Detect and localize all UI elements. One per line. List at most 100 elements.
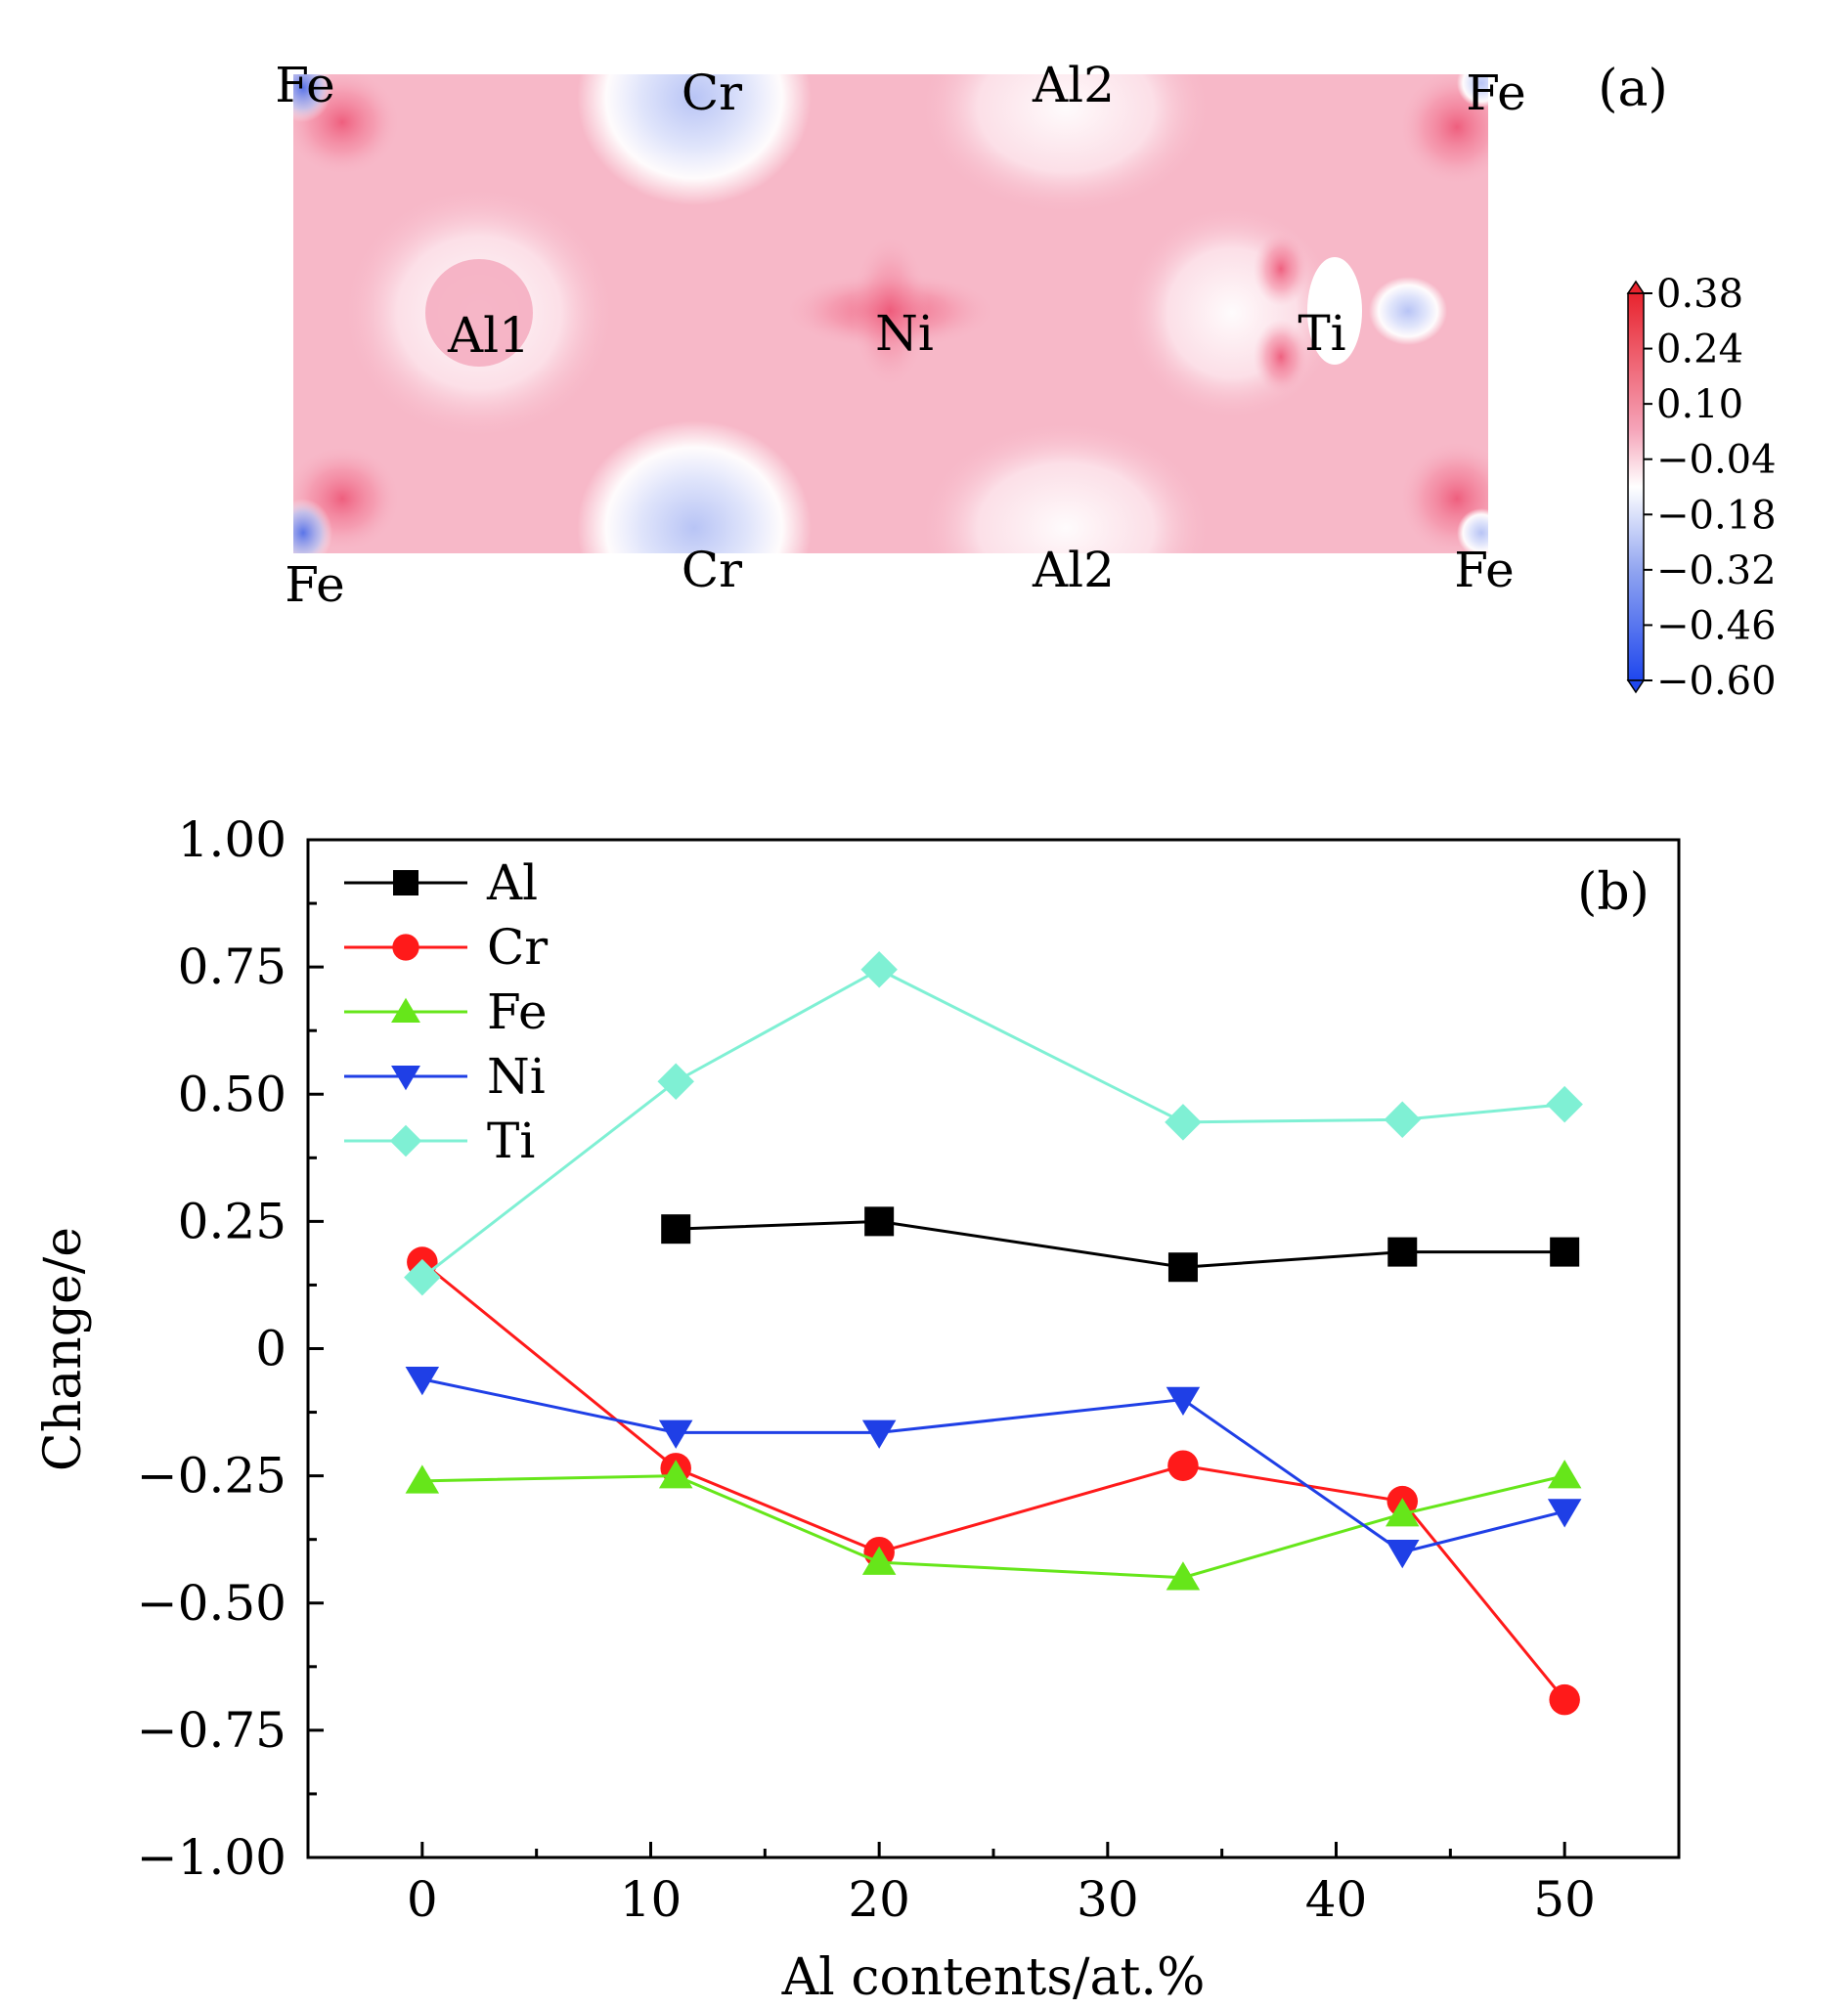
colorbar-extend-bottom xyxy=(1626,679,1646,694)
y-tick-label: −0.25 xyxy=(137,1448,286,1505)
series-ni xyxy=(405,1366,1582,1569)
fe-corner-br-blue xyxy=(1457,508,1488,553)
x-tick-label: 20 xyxy=(848,1871,910,1928)
data-point-ti xyxy=(860,950,898,988)
series-line-cr xyxy=(420,1260,1566,1701)
data-point-ni xyxy=(1166,1386,1201,1417)
x-tick-label: 40 xyxy=(1305,1871,1368,1928)
atom-label-fe-bl: Fe xyxy=(285,556,345,613)
fe-corner-bl-blue xyxy=(293,499,332,553)
data-point-al xyxy=(1550,1237,1580,1267)
x-tick-label: 50 xyxy=(1533,1871,1596,1928)
legend-marker-ti xyxy=(389,1124,422,1157)
series-layer xyxy=(404,950,1583,1716)
legend-label: Cr xyxy=(487,919,548,976)
atom-label-al1: Al1 xyxy=(447,307,530,364)
line-chart: 0 10 20 30 40 50 1.00 0.75 0.50 0.25 0 −0.25 −0.50 −0… xyxy=(34,811,1681,2007)
legend-label: Al xyxy=(486,854,538,911)
atom-label-ti: Ti xyxy=(1298,305,1345,362)
atom-label-ni: Ni xyxy=(875,305,934,362)
ti-white-pocket xyxy=(1307,257,1362,365)
ti-blue-pocket xyxy=(1369,277,1447,345)
legend-marker-fe xyxy=(391,997,420,1024)
series-line-ti xyxy=(420,968,1565,1279)
data-point-al xyxy=(1387,1237,1418,1267)
data-point-ni xyxy=(405,1366,440,1396)
fe-corner-br xyxy=(1398,440,1488,553)
ti-lobe-top xyxy=(1254,232,1308,306)
data-point-ni xyxy=(658,1419,693,1449)
data-point-ti xyxy=(404,1258,441,1296)
data-point-cr xyxy=(1167,1450,1199,1481)
data-point-fe xyxy=(1386,1498,1420,1527)
atom-label-fe-tr: Fe xyxy=(1466,65,1526,121)
al2-shell-bottom xyxy=(919,420,1212,553)
fe-corner-tl-blue xyxy=(293,74,332,122)
legend: Al Cr Fe Ni Ti xyxy=(344,854,548,1169)
colorbar: 0.38 0.24 0.10 −0.04 −0.18 −0.32 −0.46 −0.60 xyxy=(1626,272,1777,704)
y-axis-title: Change/e xyxy=(34,1227,93,1471)
atom-label-fe-tl: Fe xyxy=(275,57,335,113)
cr-depletion-top xyxy=(577,74,812,205)
axis-ticks: 0 10 20 30 40 50 1.00 0.75 0.50 0.25 0 −0.25 −0.50 −0… xyxy=(137,811,1596,1928)
x-tick-label: 0 xyxy=(407,1871,438,1928)
data-point-ni xyxy=(1547,1499,1582,1528)
x-tick-label: 10 xyxy=(620,1871,682,1928)
panel-b-label: (b) xyxy=(1577,863,1650,922)
series-al xyxy=(661,1206,1580,1283)
atom-label-cr-top: Cr xyxy=(682,65,742,121)
atom-label-al2-top: Al2 xyxy=(1032,57,1115,113)
legend-marker-cr xyxy=(392,934,419,961)
data-point-ni xyxy=(861,1419,897,1449)
colorbar-tick-label: 0.38 xyxy=(1656,272,1743,317)
fe-corner-tr xyxy=(1398,74,1488,186)
series-line-fe xyxy=(421,1474,1565,1580)
data-point-ti xyxy=(1546,1085,1583,1123)
y-tick-label: 0.75 xyxy=(178,939,286,995)
legend-label: Fe xyxy=(487,983,548,1040)
legend-marker-ni xyxy=(391,1065,420,1091)
atom-label-cr-bottom: Cr xyxy=(682,542,742,598)
data-point-ni xyxy=(1386,1539,1420,1569)
y-tick-label: −1.00 xyxy=(137,1829,286,1886)
data-point-ti xyxy=(1165,1104,1202,1141)
y-tick-label: −0.50 xyxy=(137,1575,286,1632)
y-tick-label: 0.25 xyxy=(178,1193,286,1249)
data-point-fe xyxy=(658,1460,693,1489)
colorbar-gradient xyxy=(1627,292,1645,681)
y-tick-label: −0.75 xyxy=(137,1702,286,1759)
data-point-ti xyxy=(1384,1101,1422,1139)
data-point-fe xyxy=(405,1464,440,1494)
colorbar-tick-label: 0.10 xyxy=(1656,382,1743,427)
colorbar-tick-label: −0.32 xyxy=(1656,548,1777,593)
fe-corner-tr-blue xyxy=(1457,74,1488,108)
series-cr xyxy=(407,1246,1580,1716)
legend-label: Ni xyxy=(487,1048,546,1105)
data-point-fe xyxy=(1166,1561,1201,1591)
data-point-al xyxy=(864,1206,895,1237)
series-ti xyxy=(404,950,1583,1296)
data-point-ti xyxy=(657,1063,694,1100)
data-point-cr xyxy=(1549,1683,1580,1716)
series-fe xyxy=(405,1460,1582,1591)
colorbar-tick-label: −0.60 xyxy=(1656,659,1777,704)
colorbar-tick-label: −0.18 xyxy=(1656,493,1777,538)
colorbar-tick-label: −0.46 xyxy=(1656,603,1777,648)
data-point-al xyxy=(1167,1252,1198,1283)
atom-label-al2-bottom: Al2 xyxy=(1032,542,1115,598)
legend-label: Ti xyxy=(487,1113,535,1169)
colorbar-extend-top xyxy=(1626,280,1646,294)
data-point-al xyxy=(661,1214,691,1245)
x-axis-title: Al contents/at.% xyxy=(781,1948,1206,2007)
data-point-fe xyxy=(861,1546,897,1575)
x-tick-label: 30 xyxy=(1077,1871,1139,1928)
charge-density-map: Fe Cr Al2 Fe Al1 Ni Ti Fe Cr Al2 Fe (a) xyxy=(275,57,1668,613)
series-line-ni xyxy=(421,1377,1565,1554)
panel-a-label: (a) xyxy=(1598,60,1668,118)
ti-lobe-bottom xyxy=(1254,320,1308,394)
colorbar-tick-label: −0.04 xyxy=(1656,438,1777,483)
y-tick-label: 0.50 xyxy=(178,1066,286,1122)
data-point-fe xyxy=(1547,1460,1582,1489)
al2-shell-top xyxy=(919,74,1212,215)
